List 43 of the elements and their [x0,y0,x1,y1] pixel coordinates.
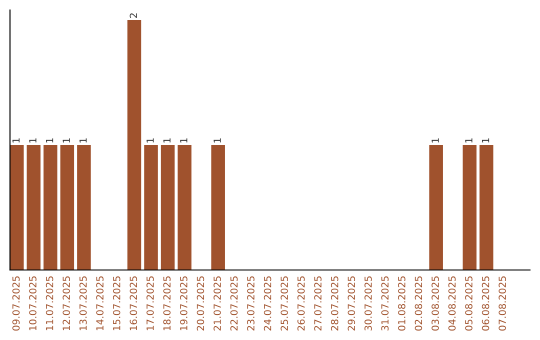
x-tick-label: 30.07.2025 [364,276,372,330]
x-tick-label: 14.07.2025 [96,276,104,330]
x-tick-label: 29.07.2025 [348,276,356,331]
data-label: 2 [130,13,137,18]
x-tick-label: 02.08.2025 [414,276,422,331]
x-tick-label: 23.07.2025 [247,276,254,331]
data-label: 1 [46,138,54,143]
x-tick-label: 28.07.2025 [330,276,338,331]
x-tick-label: 07.08.2025 [498,276,506,331]
x-tick-label: 25.07.2025 [280,276,288,331]
x-tick-label: 09.07.2025 [12,276,20,331]
x-tick-label: 10.07.2025 [29,276,36,330]
x-tick-label: 27.07.2025 [314,276,322,331]
data-label: 1 [29,138,36,143]
data-label: 1 [482,138,490,143]
data-label: 1 [12,138,20,143]
data-label: 1 [214,138,221,143]
x-tick-label: 11.07.2025 [46,276,54,330]
data-label: 1 [432,138,439,143]
x-tick-label: 22.07.2025 [230,276,238,331]
x-tick-label: 16.07.2025 [130,276,138,330]
x-tick-label: 26.07.2025 [297,276,305,331]
x-tick-label: 20.07.2025 [196,276,204,331]
x-tick-label: 06.08.2025 [482,276,490,331]
x-tick-label: 01.08.2025 [398,276,406,331]
x-tick-label: 21.07.2025 [214,276,221,331]
data-label: 1 [163,138,170,143]
x-tick-label: 15.07.2025 [112,276,120,330]
x-tick-label: 18.07.2025 [163,276,171,330]
data-label: 1 [80,138,87,143]
x-tick-label: 19.07.2025 [180,276,188,330]
x-tick-label: 04.08.2025 [448,276,456,331]
data-label: 1 [180,138,188,143]
x-tick-label: 24.07.2025 [264,276,272,331]
data-label: 1 [146,138,154,143]
data-label: 1 [465,138,472,143]
data-label: 1 [62,138,70,143]
x-tick-label: 03.08.2025 [432,276,439,331]
x-tick-label: 13.07.2025 [79,276,87,330]
x-tick-label: 31.07.2025 [381,276,389,330]
x-tick-label: 17.07.2025 [146,276,154,330]
x-tick-label: 05.08.2025 [465,276,472,331]
x-tick-label: 12.07.2025 [62,276,70,330]
